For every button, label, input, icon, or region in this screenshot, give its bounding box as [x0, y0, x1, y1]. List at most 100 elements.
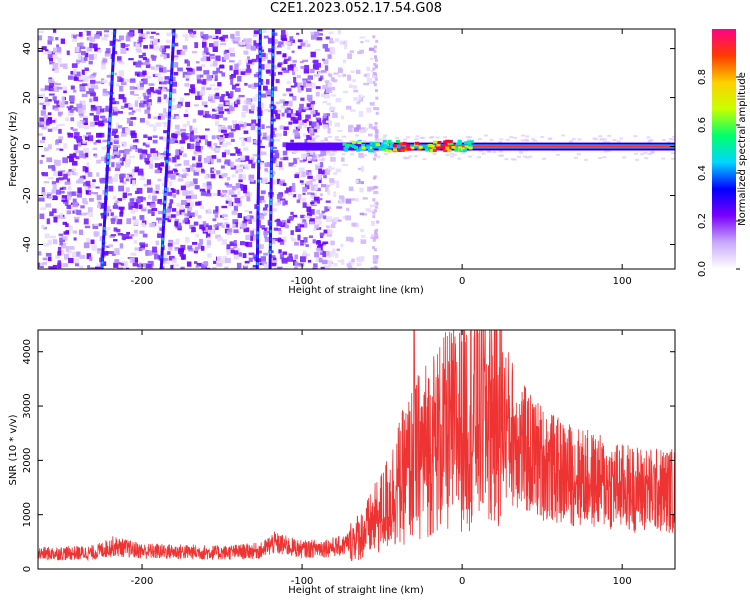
y-tick-label: 0 — [22, 143, 33, 149]
heat-cell — [47, 112, 52, 116]
heat-cell — [261, 57, 266, 61]
heat-cell — [185, 195, 192, 199]
heat-cell — [133, 220, 137, 226]
heat-cell — [134, 166, 139, 172]
heat-cell — [306, 134, 312, 140]
heat-cell — [74, 132, 80, 136]
heat-cell — [253, 30, 259, 35]
heat-cell — [251, 216, 257, 222]
heat-cell — [120, 131, 127, 137]
signal-hotspot — [444, 143, 449, 147]
heat-cell — [158, 210, 163, 215]
heat-cell — [41, 126, 47, 130]
heat-cell — [168, 255, 175, 261]
heat-cell — [168, 217, 172, 220]
heat-cell — [307, 75, 313, 80]
heat-cell — [146, 75, 152, 79]
heat-cell — [250, 103, 256, 108]
heat-cell — [376, 155, 381, 158]
heat-cell — [251, 119, 257, 126]
heat-cell — [329, 154, 334, 157]
heat-cell — [196, 66, 202, 71]
heat-cell — [226, 177, 231, 181]
heat-cell — [161, 86, 165, 89]
heat-cell — [71, 38, 77, 42]
heat-cell — [321, 93, 326, 97]
heat-cell — [44, 85, 49, 91]
streak-mark — [169, 103, 172, 107]
heat-cell — [65, 230, 70, 234]
heat-cell — [290, 230, 294, 235]
heat-cell — [143, 95, 149, 100]
heat-cell — [124, 149, 130, 155]
heat-cell — [187, 245, 193, 250]
heat-cell — [138, 29, 143, 34]
heat-cell — [297, 234, 301, 241]
heat-cell — [327, 73, 331, 77]
heat-cell — [258, 195, 265, 201]
heat-cell — [372, 80, 376, 84]
heat-cell — [135, 100, 139, 106]
heat-cell — [206, 87, 212, 90]
heat-cell — [509, 136, 514, 139]
heat-cell — [259, 212, 263, 216]
heat-cell — [342, 73, 347, 77]
heat-cell — [121, 234, 126, 240]
heat-cell — [327, 190, 331, 196]
heat-cell — [262, 81, 269, 84]
heat-cell — [92, 179, 96, 183]
heat-cell — [160, 48, 166, 52]
heat-cell — [408, 155, 413, 158]
heat-cell — [148, 102, 152, 106]
heat-cell — [221, 152, 226, 158]
heat-cell — [231, 210, 238, 215]
heat-cell — [519, 151, 524, 154]
heat-cell — [312, 136, 317, 139]
heat-cell — [81, 104, 86, 110]
heat-cell — [248, 38, 252, 43]
heat-cell — [236, 164, 243, 169]
heat-cell — [52, 54, 58, 57]
heat-cell — [220, 215, 224, 218]
heat-cell — [309, 221, 315, 225]
heat-cell — [170, 174, 176, 180]
heat-cell — [273, 110, 278, 114]
streak-mark — [258, 98, 261, 102]
heat-cell — [136, 198, 141, 204]
heat-cell — [184, 213, 191, 217]
streak-mark — [166, 161, 168, 165]
heat-cell — [96, 132, 102, 138]
heat-cell — [295, 110, 302, 117]
heat-cell — [243, 130, 249, 134]
heat-cell — [569, 140, 574, 143]
heat-cell — [310, 31, 314, 35]
heat-cell — [347, 74, 352, 81]
heat-cell — [326, 206, 331, 210]
heat-cell — [129, 198, 134, 205]
heat-cell — [189, 33, 195, 38]
heat-cell — [374, 55, 378, 59]
heat-cell — [102, 118, 108, 123]
heat-cell — [292, 69, 295, 75]
heat-cell — [234, 222, 239, 228]
heat-cell — [303, 107, 309, 110]
heat-cell — [63, 90, 67, 94]
heat-cell — [374, 232, 378, 236]
heat-cell — [318, 213, 324, 219]
heat-cell — [82, 140, 87, 144]
heat-cell — [334, 136, 339, 139]
heat-cell — [198, 243, 203, 250]
heat-cell — [140, 247, 145, 251]
heat-cell — [282, 251, 287, 255]
heat-cell — [212, 60, 218, 67]
heat-cell — [286, 113, 293, 118]
heat-cell — [240, 71, 246, 75]
heat-cell — [164, 258, 169, 261]
heat-cell — [141, 149, 148, 155]
heat-cell — [40, 110, 46, 116]
heat-cell — [370, 70, 374, 73]
heat-cell — [324, 184, 331, 187]
heat-cell — [51, 181, 57, 185]
heat-cell — [421, 136, 426, 139]
heat-cell — [326, 120, 332, 127]
